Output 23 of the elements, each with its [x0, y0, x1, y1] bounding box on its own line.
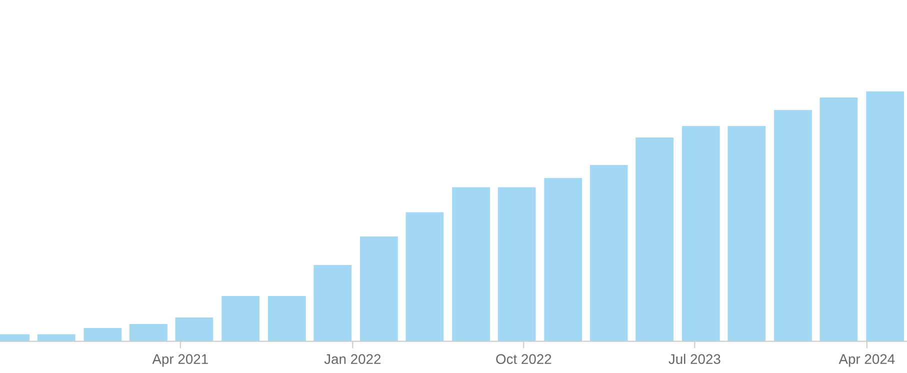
bar: [682, 126, 720, 342]
x-tick-label: Oct 2022: [496, 354, 552, 364]
bar: [360, 236, 398, 342]
bar: [84, 328, 122, 342]
bar: [590, 165, 628, 342]
bar: [406, 212, 444, 342]
bar: [452, 187, 490, 342]
bar: [268, 296, 306, 342]
x-tick-label: Jul 2023: [668, 354, 720, 364]
bar: [222, 296, 260, 342]
bar: [728, 126, 766, 342]
bar: [314, 265, 352, 342]
bar: [498, 187, 536, 342]
bar: [820, 98, 858, 342]
bar: [544, 178, 582, 342]
x-tick-label: Jan 2022: [324, 354, 381, 364]
x-tick-label: Apr 2021: [152, 354, 208, 367]
bar: [866, 91, 904, 342]
bar: [175, 318, 214, 342]
x-tick-label: Apr 2024: [838, 354, 895, 367]
bar: [636, 138, 674, 342]
bar: [130, 324, 168, 342]
bar: [774, 110, 812, 342]
